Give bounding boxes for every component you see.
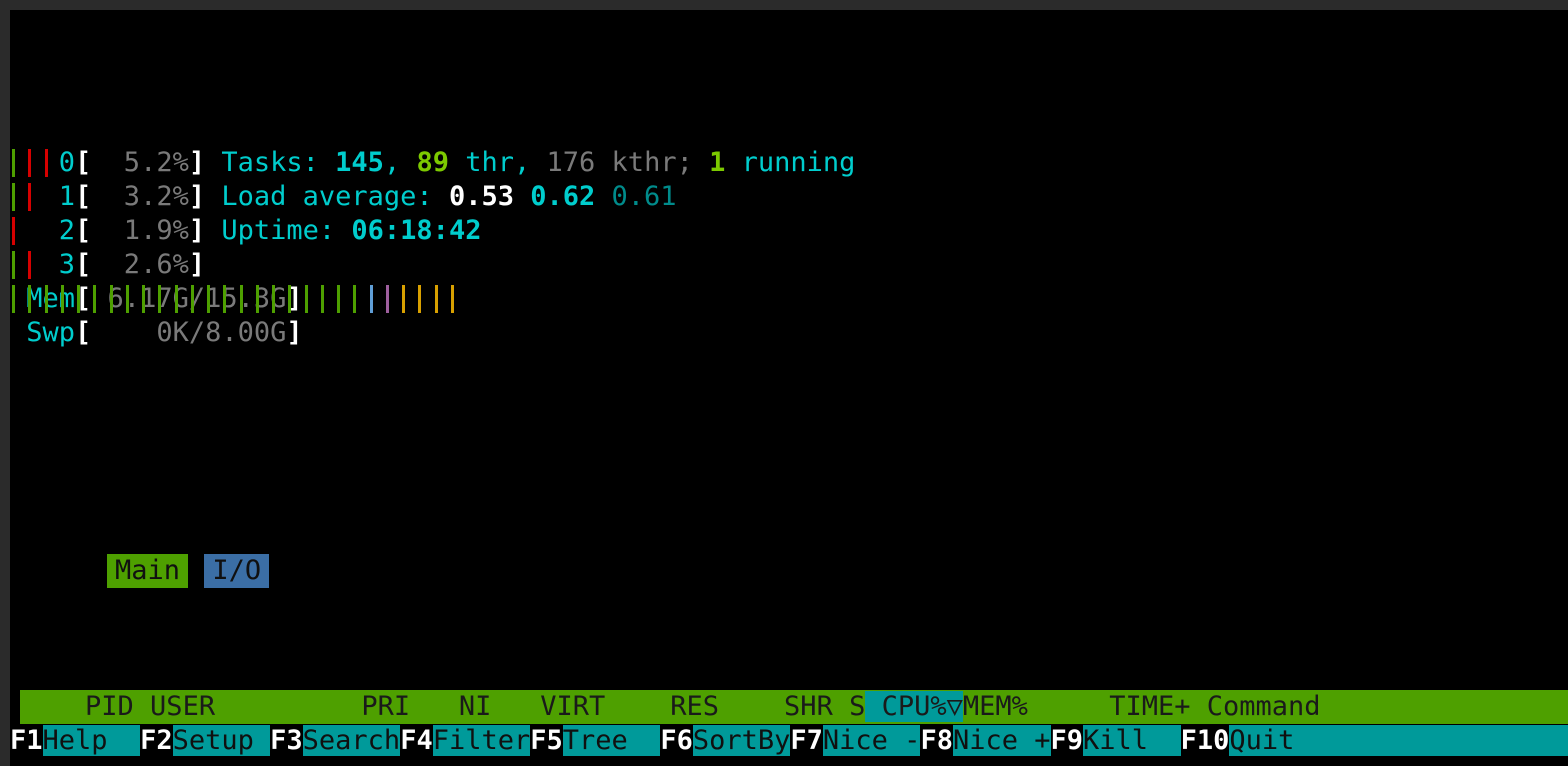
column-header-state[interactable]: S bbox=[832, 691, 866, 722]
cpu-meter-bars bbox=[10, 180, 400, 214]
function-bar-filler bbox=[1294, 725, 1568, 756]
swap-meter: Swp[ 0K/8.00G] bbox=[10, 316, 1568, 350]
uptime-value: 06:18:42 bbox=[351, 215, 482, 246]
function-key-f10[interactable]: F10 bbox=[1180, 725, 1230, 756]
memory-meter: Mem[ 6.17G/15.3G] bbox=[10, 282, 1568, 316]
table-column-header[interactable]: PID USER PRI NI VIRT RES SHR S CPU%▽MEM%… bbox=[20, 690, 1568, 724]
column-header-mem[interactable]: MEM% bbox=[962, 691, 1045, 722]
function-key-f6[interactable]: F6 bbox=[660, 725, 693, 756]
swap-meter-bars bbox=[10, 316, 498, 350]
tab-bar: Main I/O bbox=[10, 520, 1568, 588]
cpu-meter-bars bbox=[10, 146, 400, 180]
memory-meter-bars bbox=[10, 282, 498, 316]
cpu-meter-1: 1[ 3.2%] Load average: 0.53 0.62 0.61 bbox=[10, 180, 677, 214]
tasks-total: 145 bbox=[335, 147, 384, 178]
cpu-meter-label: 3 bbox=[10, 249, 76, 280]
column-header-cpu[interactable]: CPU%▽ bbox=[865, 691, 963, 722]
load-average-1m: 0.53 bbox=[448, 181, 514, 212]
load-average-5m: 0.62 bbox=[530, 181, 596, 212]
tasks-kthreads: 176 bbox=[546, 147, 596, 178]
column-header-pid[interactable]: PID bbox=[20, 691, 134, 722]
column-header-user[interactable]: USER bbox=[133, 691, 297, 722]
column-header-command[interactable]: Command bbox=[1190, 691, 1321, 722]
cpu-meter-label: 1 bbox=[10, 181, 76, 212]
function-label-f5[interactable]: Tree bbox=[562, 725, 661, 756]
cpu-meter-bars bbox=[10, 248, 400, 282]
cpu-meter-percent: 2.6% bbox=[91, 249, 189, 280]
function-label-f9[interactable]: Kill bbox=[1083, 725, 1181, 756]
function-label-f6[interactable]: SortBy bbox=[692, 725, 791, 756]
column-header-pri[interactable]: PRI bbox=[296, 691, 411, 722]
function-label-f7[interactable]: Nice - bbox=[822, 725, 921, 756]
cpu-meter-percent: 1.9% bbox=[91, 215, 189, 246]
swap-meter-label: Swp bbox=[10, 317, 76, 348]
cpu-meter-0: 0[ 5.2%] Tasks: 145, 89 thr, 176 kthr; 1… bbox=[10, 146, 856, 180]
function-key-f1[interactable]: F1 bbox=[10, 725, 43, 756]
function-label-f4[interactable]: Filter bbox=[432, 725, 531, 756]
function-key-f3[interactable]: F3 bbox=[270, 725, 303, 756]
cpu-meter-2: 2[ 1.9%] Uptime: 06:18:42 bbox=[10, 214, 482, 248]
function-key-bar: F1Help F2Setup F3SearchF4FilterF5Tree F6… bbox=[10, 724, 1568, 758]
column-header-shr[interactable]: SHR bbox=[719, 691, 833, 722]
tasks-running: 1 bbox=[709, 147, 726, 178]
cpu-meter-label: 2 bbox=[10, 215, 76, 246]
memory-meter-label: Mem bbox=[10, 283, 76, 314]
function-key-f8[interactable]: F8 bbox=[920, 725, 953, 756]
function-key-f2[interactable]: F2 bbox=[140, 725, 173, 756]
meters-area: 0[ 5.2%] Tasks: 145, 89 thr, 176 kthr; 1… bbox=[10, 146, 1568, 384]
function-key-f5[interactable]: F5 bbox=[530, 725, 563, 756]
meters-spacer bbox=[10, 350, 1568, 384]
function-label-f3[interactable]: Search bbox=[302, 725, 401, 756]
tasks-label: Tasks: bbox=[221, 147, 336, 178]
column-header-res[interactable]: RES bbox=[605, 691, 720, 722]
function-label-f2[interactable]: Setup bbox=[172, 725, 271, 756]
function-key-f9[interactable]: F9 bbox=[1050, 725, 1084, 756]
tasks-threads: 89 bbox=[416, 147, 449, 178]
cpu-meter-percent: 5.2% bbox=[91, 147, 189, 178]
function-key-f4[interactable]: F4 bbox=[400, 725, 433, 756]
terminal-window: 0[ 5.2%] Tasks: 145, 89 thr, 176 kthr; 1… bbox=[10, 10, 1568, 766]
tab-io[interactable]: I/O bbox=[204, 554, 270, 588]
swap-meter-text: 0K/8.00G bbox=[91, 317, 287, 348]
cpu-meter-label: 0 bbox=[10, 147, 76, 178]
cpu-meter-percent: 3.2% bbox=[91, 181, 189, 212]
column-header-ni[interactable]: NI bbox=[410, 691, 492, 722]
column-header-virt[interactable]: VIRT bbox=[491, 691, 606, 722]
function-label-f1[interactable]: Help bbox=[42, 725, 141, 756]
column-header-time[interactable]: TIME+ bbox=[1044, 691, 1191, 722]
cpu-meter-bars bbox=[10, 214, 400, 248]
function-label-f10[interactable]: Quit bbox=[1229, 725, 1295, 756]
load-average-15m: 0.61 bbox=[611, 181, 677, 212]
function-label-f8[interactable]: Nice + bbox=[952, 725, 1051, 756]
uptime-label: Uptime: bbox=[221, 215, 352, 246]
function-key-f7[interactable]: F7 bbox=[790, 725, 823, 756]
load-average-label: Load average: bbox=[221, 181, 449, 212]
cpu-meter-3: 3[ 2.6%] bbox=[10, 248, 1568, 282]
tab-main[interactable]: Main bbox=[107, 554, 189, 588]
